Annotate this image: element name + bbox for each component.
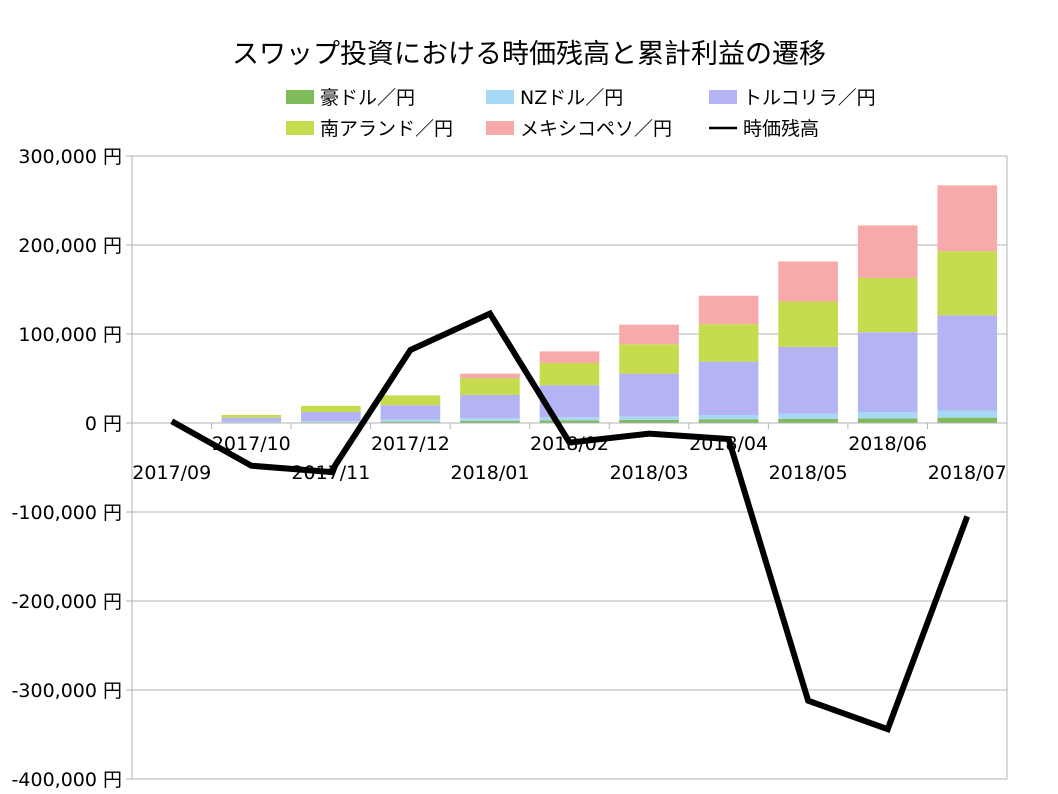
- bar-segment: [857, 225, 918, 278]
- legend-label: メキシコペソ／円: [520, 118, 672, 140]
- bars: [221, 185, 998, 423]
- bar-segment: [937, 315, 998, 411]
- bar-segment: [778, 301, 838, 347]
- legend-swatch: [709, 90, 737, 104]
- y-tick-label: 0 円: [85, 413, 122, 435]
- x-tick-label: 2018/03: [610, 462, 689, 484]
- legend-swatch: [286, 90, 314, 104]
- bar-segment: [460, 394, 520, 419]
- balance-line: [170, 309, 971, 733]
- bar-segment: [937, 410, 998, 418]
- bar-segment: [380, 405, 441, 420]
- bar-segment: [619, 373, 679, 417]
- bar-segment: [698, 295, 759, 325]
- bar-segment: [539, 362, 600, 386]
- bar-segment: [539, 420, 600, 423]
- x-tick-label: 2018/01: [450, 462, 529, 484]
- chart-title: スワップ投資における時価残高と累計利益の遷移: [232, 39, 826, 70]
- legend-label: トルコリラ／円: [743, 87, 876, 109]
- y-axis: 300,000 円 200,000 円 100,000 円 0 円 -100,000 円…: [12, 146, 122, 791]
- bar-segment: [380, 421, 441, 423]
- bar-segment: [937, 417, 998, 423]
- y-tick-label: 200,000 円: [18, 235, 122, 257]
- bar-segment: [619, 419, 679, 423]
- bar-segment: [698, 414, 759, 420]
- bar-segment: [778, 413, 838, 419]
- bar-segment: [221, 421, 282, 423]
- bar-segment: [460, 420, 520, 423]
- bar-segment: [539, 417, 600, 421]
- bar-segment: [857, 277, 918, 333]
- y-tick-label: -400,000 円: [12, 769, 122, 791]
- bar-segment: [301, 412, 361, 421]
- y-tick-label: -300,000 円: [12, 680, 122, 702]
- bar-segment: [221, 417, 282, 422]
- bar-segment: [460, 373, 520, 379]
- legend-swatch: [486, 90, 514, 104]
- gridlines: [126, 155, 1008, 780]
- x-axis: [131, 422, 1008, 429]
- bar-segment: [857, 418, 918, 423]
- bar-segment: [619, 344, 679, 374]
- bar-segment: [221, 414, 282, 418]
- y-tick-label: 300,000 円: [18, 146, 122, 168]
- bar-segment: [380, 395, 441, 406]
- bar-segment: [539, 351, 600, 363]
- bar-segment: [937, 185, 998, 252]
- balance-line-layer: [170, 309, 971, 733]
- bar-segment: [301, 420, 361, 423]
- bar-segment: [380, 419, 441, 422]
- legend-label: 南アランド／円: [320, 118, 453, 140]
- legend-label: 豪ドル／円: [320, 87, 415, 109]
- x-tick-label: 2018/06: [848, 433, 927, 455]
- bar-segment: [698, 361, 759, 415]
- bar-segment: [857, 332, 918, 413]
- x-tick-label: 2018/07: [928, 462, 1007, 484]
- bar-segment: [778, 346, 838, 414]
- bar-segment: [619, 324, 679, 345]
- y-tick-label: -200,000 円: [12, 591, 122, 613]
- legend-swatch: [486, 121, 514, 135]
- y-tick-label: -100,000 円: [12, 502, 122, 524]
- bar-segment: [778, 261, 838, 302]
- x-tick-label: 2017/10: [212, 433, 291, 455]
- legend-swatch: [286, 121, 314, 135]
- bar-segment: [778, 418, 838, 423]
- bar-segment: [301, 405, 361, 413]
- legend-label: 時価残高: [743, 118, 819, 140]
- legend-label: NZドル／円: [520, 87, 623, 109]
- bar-segment: [937, 251, 998, 316]
- bar-segment: [698, 419, 759, 423]
- x-tick-label: 2017/09: [132, 462, 211, 484]
- bar-segment: [460, 418, 520, 421]
- y-tick-label: 100,000 円: [18, 324, 122, 346]
- bar-segment: [698, 324, 759, 362]
- bar-segment: [619, 416, 679, 420]
- bar-segment: [857, 412, 918, 419]
- x-tick-label: 2017/12: [371, 433, 450, 455]
- bar-segment: [460, 378, 520, 395]
- x-tick-label: 2018/05: [769, 462, 848, 484]
